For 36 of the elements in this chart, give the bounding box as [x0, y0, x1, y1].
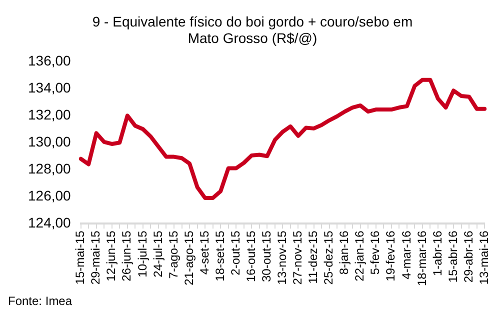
- x-tick-label: 24-jul-15: [150, 230, 165, 278]
- x-tick-label: 13-nov-15: [275, 230, 290, 285]
- x-tick-label: 13-mai-16: [476, 230, 491, 285]
- x-tick-label: 16-out-15: [244, 230, 258, 282]
- x-tick-label: 15-mai-15: [73, 230, 88, 285]
- x-tick-label: 5-fev-16: [368, 230, 382, 275]
- x-tick-label: 22-jan-16: [352, 230, 367, 282]
- chart-title: 9 - Equivalente físico do boi gordo + couro/sebo em Mato Grosso (R$/@): [92, 13, 413, 46]
- x-tick-label: 19-fev-16: [384, 230, 398, 282]
- source-note: Fonte: Imea: [8, 294, 74, 308]
- x-tick-label: 7-ago-15: [166, 230, 180, 279]
- x-tick-label: 10-jul-15: [135, 230, 150, 278]
- x-tick-label: 15-abr-16: [446, 230, 460, 283]
- x-tick-label: 27-nov-15: [290, 230, 305, 285]
- x-tick-label: 30-out-15: [259, 230, 274, 282]
- y-tick-label: 132,00: [28, 106, 72, 122]
- x-tick-label: 25-dez-15: [322, 230, 336, 285]
- x-tick-label: 18-mar-16: [414, 230, 429, 286]
- x-tick-label: 12-jun-15: [104, 230, 118, 282]
- y-tick-label: 126,00: [28, 188, 72, 204]
- x-tick-label: 1-abr-16: [430, 230, 444, 276]
- y-tick-label: 134,00: [28, 79, 72, 96]
- x-tick-label: 2-out-15: [228, 230, 242, 276]
- y-tick-label: 124,00: [28, 214, 72, 231]
- y-tick-label: 130,00: [28, 133, 72, 150]
- x-tick-label: 4-set-15: [197, 230, 212, 275]
- x-tick-label: 26-jun-15: [120, 230, 134, 282]
- y-tick-label: 136,00: [28, 52, 72, 68]
- x-tick-label: 29-abr-16: [461, 230, 476, 283]
- y-tick-label: 128,00: [28, 160, 72, 176]
- x-tick-label: 4-mar-16: [399, 230, 414, 280]
- x-tick-label: 18-set-15: [212, 230, 227, 282]
- x-tick-label: 11-dez-15: [306, 230, 320, 284]
- x-tick-label: 8-jan-16: [337, 230, 352, 275]
- x-tick-label: 21-ago-15: [182, 230, 196, 286]
- x-tick-label: 29-mai-15: [88, 230, 103, 285]
